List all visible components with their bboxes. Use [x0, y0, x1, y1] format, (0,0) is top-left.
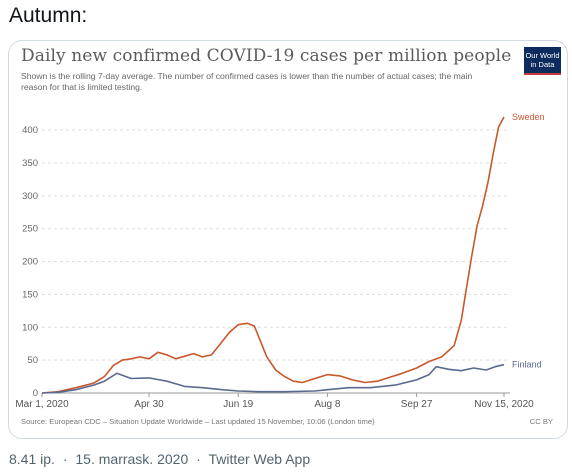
tweet-meta: 8.41 ip. · 15. marrask. 2020 · Twitter W… [9, 451, 314, 467]
tweet-source[interactable]: Twitter Web App [208, 451, 311, 467]
x-tick-label: Jun 19 [223, 399, 253, 410]
x-tick-label: Mar 1, 2020 [15, 399, 69, 410]
series-label-finland: Finland [512, 360, 542, 370]
y-tick-label: 50 [27, 355, 38, 366]
logo-line-2: in Data [530, 60, 555, 69]
x-tick-label: Apr 30 [134, 399, 164, 410]
tweet-date[interactable]: 15. marrask. 2020 [75, 451, 189, 467]
y-tick-label: 150 [22, 289, 38, 300]
y-tick-label: 350 [22, 158, 38, 169]
y-tick-label: 100 [22, 322, 38, 333]
x-tick-label: Nov 15, 2020 [474, 399, 534, 410]
embedded-chart-card[interactable]: Daily new confirmed COVID-19 cases per m… [8, 40, 568, 439]
chart-license: CC BY [529, 417, 553, 426]
logo-line-1: Our World [525, 51, 560, 60]
y-tick-label: 400 [22, 125, 38, 136]
series-label-sweden: Sweden [512, 112, 545, 122]
y-tick-label: 200 [22, 257, 38, 268]
x-tick-label: Sep 27 [401, 399, 433, 410]
chart-subtitle: Shown is the rolling 7-day average. The … [21, 71, 473, 92]
series-line-sweden [41, 116, 505, 394]
y-tick-label: 300 [22, 191, 38, 202]
x-tick-label: Aug 8 [314, 399, 341, 410]
owid-logo: Our World in Data [524, 47, 561, 75]
meta-separator-2: · [196, 451, 201, 467]
series-line-finland [41, 363, 505, 394]
tweet-text: Autumn: [9, 4, 88, 27]
y-tick-label: 0 [33, 388, 38, 399]
chart-title: Daily new confirmed COVID-19 cases per m… [21, 46, 512, 66]
y-tick-label: 250 [22, 224, 38, 235]
line-chart: 0 50 100 150 200 250 300 350 400 Mar 1, 2020 Apr 3… [15, 112, 545, 410]
tweet-time[interactable]: 8.41 ip. [9, 451, 55, 467]
chart-source: Source: European CDC – Situation Update … [21, 417, 375, 426]
meta-separator-1: · [62, 451, 68, 467]
